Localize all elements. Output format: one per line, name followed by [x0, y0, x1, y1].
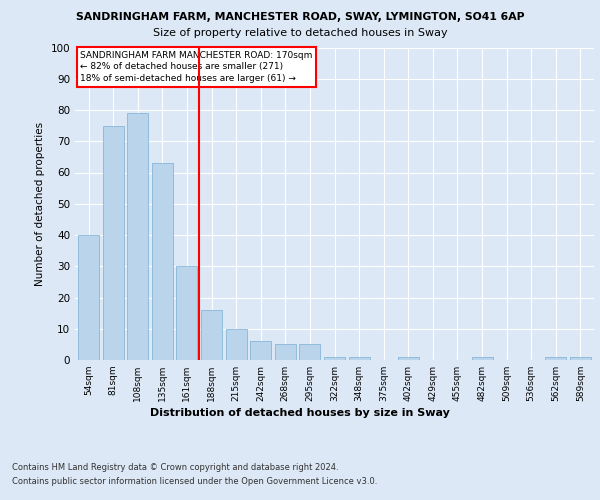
Bar: [226, 329, 247, 360]
Bar: [324, 357, 345, 360]
Bar: [472, 357, 493, 360]
Bar: [250, 341, 271, 360]
Y-axis label: Number of detached properties: Number of detached properties: [35, 122, 45, 286]
Bar: [570, 357, 591, 360]
Bar: [398, 357, 419, 360]
Text: SANDRINGHAM FARM, MANCHESTER ROAD, SWAY, LYMINGTON, SO41 6AP: SANDRINGHAM FARM, MANCHESTER ROAD, SWAY,…: [76, 12, 524, 22]
Bar: [78, 235, 99, 360]
Bar: [275, 344, 296, 360]
Bar: [103, 126, 124, 360]
Bar: [127, 113, 148, 360]
Bar: [349, 357, 370, 360]
Bar: [152, 163, 173, 360]
Text: Distribution of detached houses by size in Sway: Distribution of detached houses by size …: [150, 408, 450, 418]
Text: Contains public sector information licensed under the Open Government Licence v3: Contains public sector information licen…: [12, 478, 377, 486]
Bar: [299, 344, 320, 360]
Text: Contains HM Land Registry data © Crown copyright and database right 2024.: Contains HM Land Registry data © Crown c…: [12, 462, 338, 471]
Bar: [176, 266, 197, 360]
Text: Size of property relative to detached houses in Sway: Size of property relative to detached ho…: [152, 28, 448, 38]
Bar: [201, 310, 222, 360]
Bar: [545, 357, 566, 360]
Text: SANDRINGHAM FARM MANCHESTER ROAD: 170sqm
← 82% of detached houses are smaller (2: SANDRINGHAM FARM MANCHESTER ROAD: 170sqm…: [80, 50, 313, 83]
